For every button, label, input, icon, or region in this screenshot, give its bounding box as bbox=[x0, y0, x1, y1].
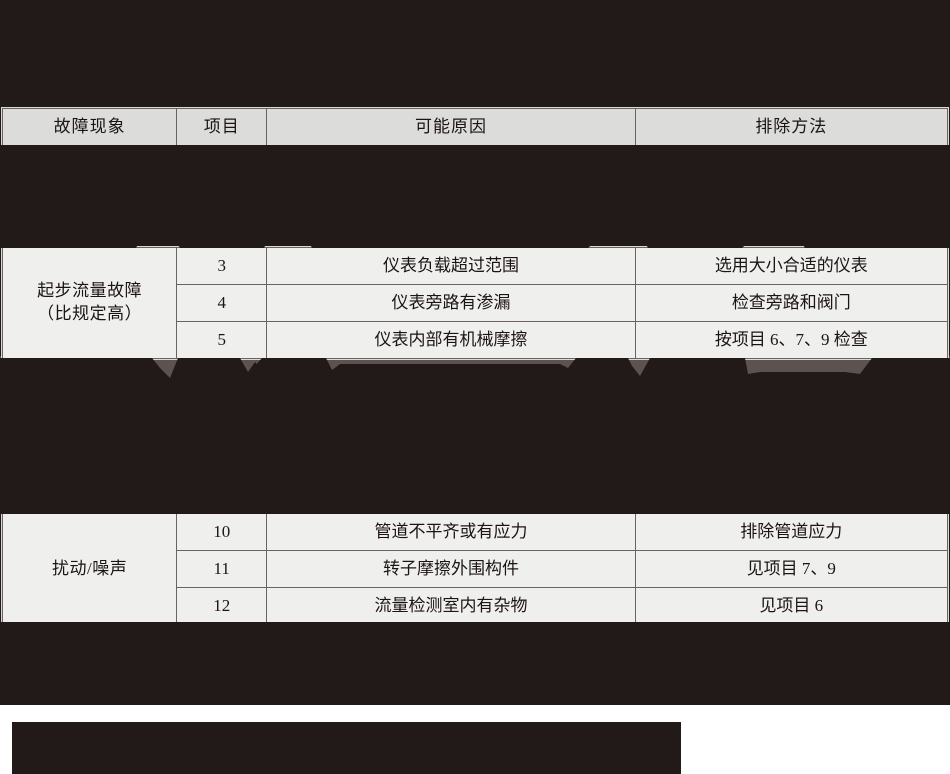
phenomenon-line-1: 起步流量故障 bbox=[37, 281, 143, 301]
cell-remedy: 按项目 6、7、9 检查 bbox=[634, 321, 949, 359]
cell-item: 4 bbox=[176, 284, 268, 322]
cell-phenomenon: 起步流量故障 （比规定高） bbox=[1, 247, 178, 359]
table-block-startup-flow-fault: 起步流量故障 （比规定高） 3 仪表负载超过范围 选用大小合适的仪表 4 仪表旁… bbox=[1, 247, 949, 359]
table-row: 扰动/噪声 10 管道不平齐或有应力 排除管道应力 bbox=[1, 513, 949, 625]
cell-remedy: 排除管道应力 bbox=[634, 513, 949, 551]
cell-cause: 管道不平齐或有应力 bbox=[266, 513, 636, 551]
cell-cause: 仪表负载超过范围 bbox=[266, 247, 636, 285]
occluder-top bbox=[0, 145, 950, 203]
occluder-jagged-upper bbox=[0, 200, 950, 248]
cell-cause: 转子摩擦外围构件 bbox=[266, 550, 636, 588]
cell-remedy: 选用大小合适的仪表 bbox=[634, 247, 949, 285]
cell-item: 11 bbox=[176, 550, 268, 588]
table-row: 12 流量检测室内有杂物 见项目 6 bbox=[3, 587, 949, 625]
cell-item: 5 bbox=[176, 321, 268, 359]
bottom-redaction-bar bbox=[12, 722, 681, 774]
cell-cause: 流量检测室内有杂物 bbox=[266, 587, 636, 625]
table-row: 5 仪表内部有机械摩擦 按项目 6、7、9 检查 bbox=[3, 321, 949, 359]
cell-item: 10 bbox=[176, 513, 268, 551]
table-row: 11 转子摩擦外围构件 见项目 7、9 bbox=[3, 550, 949, 588]
table-header: 故障现象 项目 可能原因 排除方法 bbox=[1, 108, 949, 147]
table-row: 起步流量故障 （比规定高） 3 仪表负载超过范围 选用大小合适的仪表 bbox=[1, 247, 949, 359]
column-header-item: 项目 bbox=[176, 108, 268, 147]
occluder-middle bbox=[0, 410, 950, 514]
column-header-cause: 可能原因 bbox=[266, 108, 636, 147]
table-header-row: 故障现象 项目 可能原因 排除方法 bbox=[1, 108, 949, 147]
table-block-disturbance-noise: 扰动/噪声 10 管道不平齐或有应力 排除管道应力 11 转子摩擦外围构件 见项… bbox=[1, 513, 949, 625]
cell-item: 3 bbox=[176, 247, 268, 285]
cell-phenomenon: 扰动/噪声 bbox=[1, 513, 178, 625]
table-row: 4 仪表旁路有渗漏 检查旁路和阀门 bbox=[3, 284, 949, 322]
cell-item: 12 bbox=[176, 587, 268, 625]
cell-remedy: 检查旁路和阀门 bbox=[634, 284, 949, 322]
column-header-remedy: 排除方法 bbox=[634, 108, 949, 147]
occluder-bottom bbox=[0, 622, 950, 705]
cell-remedy: 见项目 6 bbox=[634, 587, 949, 625]
phenomenon-line-2: （比规定高） bbox=[37, 304, 143, 323]
cell-cause: 仪表旁路有渗漏 bbox=[266, 284, 636, 322]
cell-remedy: 见项目 7、9 bbox=[634, 550, 949, 588]
column-header-phenomenon: 故障现象 bbox=[1, 108, 178, 147]
cell-cause: 仪表内部有机械摩擦 bbox=[266, 321, 636, 359]
